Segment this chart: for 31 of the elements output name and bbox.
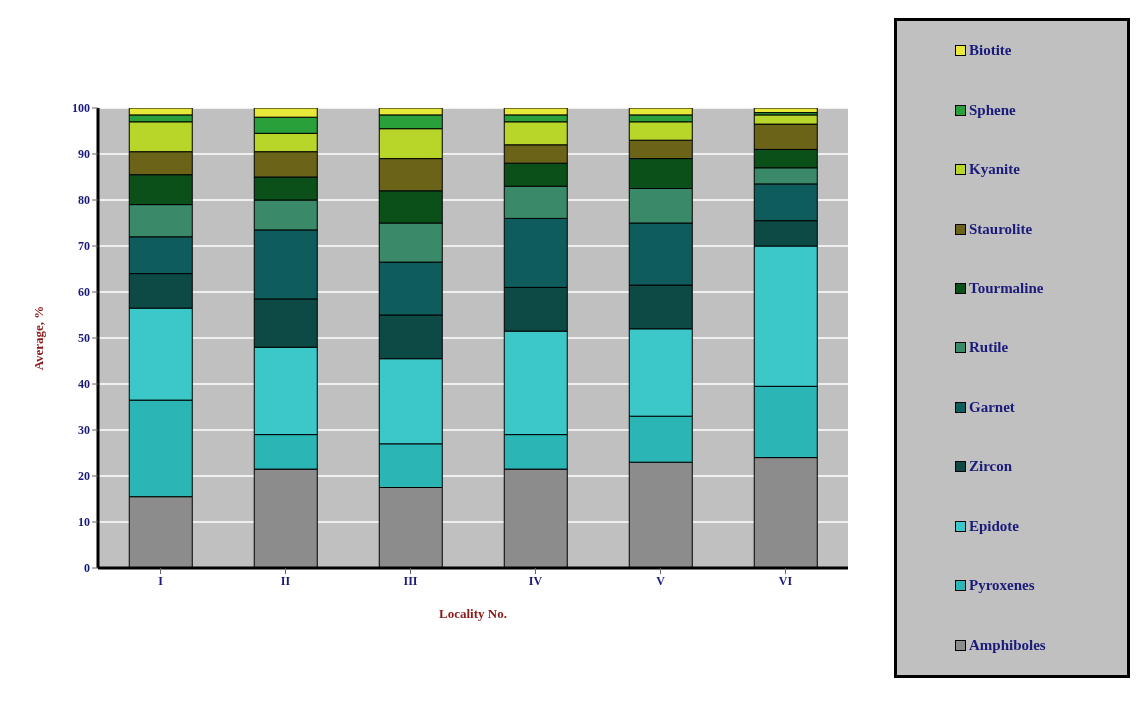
y-tick-label: 0 xyxy=(84,561,90,576)
x-tick-label: VI xyxy=(778,573,793,588)
y-tick-label: 20 xyxy=(78,469,90,484)
legend-label: Zircon xyxy=(969,458,1013,476)
legend-label: Kyanite xyxy=(969,161,1020,179)
x-tick-label: I xyxy=(158,573,164,588)
legend-label: Garnet xyxy=(969,398,1015,416)
y-axis-title: Average, % xyxy=(30,305,46,371)
y-tick-label: 40 xyxy=(78,377,90,392)
legend-label: Tourmaline xyxy=(969,280,1044,298)
legend-label: Rutile xyxy=(969,339,1009,357)
x-tick-label: V xyxy=(656,573,666,588)
x-axis-title: Locality No. xyxy=(439,606,507,621)
y-tick-label: 90 xyxy=(78,147,90,162)
legend-label: Epidote xyxy=(969,517,1020,535)
y-tick-label: 30 xyxy=(78,423,90,438)
y-tick-label: 70 xyxy=(78,239,90,254)
y-tick-label: 10 xyxy=(78,515,90,530)
legend-label: Staurolite xyxy=(969,220,1033,238)
x-tick-label: III xyxy=(403,573,418,588)
y-tick-label: 50 xyxy=(78,331,90,346)
legend-label: Biotite xyxy=(969,42,1012,60)
x-tick-label: IV xyxy=(528,573,543,588)
x-tick-label: II xyxy=(280,573,291,588)
legend-label: Amphiboles xyxy=(969,636,1046,654)
legend-label: Sphene xyxy=(969,101,1016,119)
bar xyxy=(753,108,818,114)
y-tick-label: 60 xyxy=(78,285,90,300)
y-tick-label: 80 xyxy=(78,193,90,208)
y-tick-label: 100 xyxy=(72,101,90,116)
legend-label: Pyroxenes xyxy=(969,577,1035,595)
